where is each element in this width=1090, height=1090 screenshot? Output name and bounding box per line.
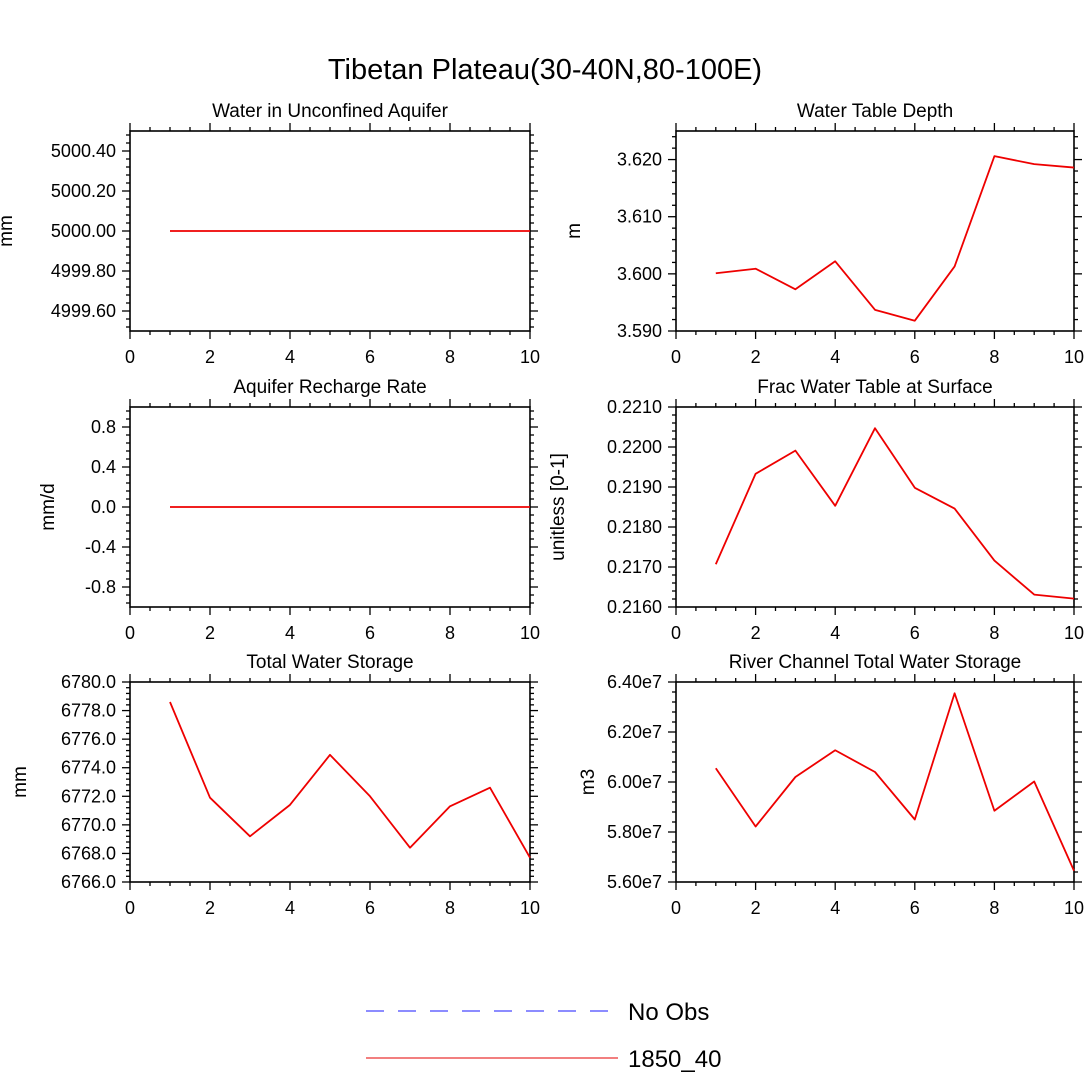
y-tick-label: 6.20e7 (607, 722, 662, 742)
x-tick-label: 10 (1064, 347, 1084, 367)
y-tick-label: 6770.0 (61, 815, 116, 835)
panel-title: Water in Unconfined Aquifer (212, 101, 449, 122)
x-tick-label: 10 (520, 623, 540, 643)
x-tick-label: 4 (830, 347, 840, 367)
y-tick-label: 6772.0 (61, 786, 116, 806)
x-tick-label: 8 (445, 347, 455, 367)
y-tick-label: 4999.60 (51, 301, 116, 321)
panels: Water in Unconfined Aquifer mm 0 2 4 6 8 10 4999… (0, 101, 1084, 918)
x-tick-label: 8 (445, 623, 455, 643)
x-tick-label: 2 (751, 623, 761, 643)
x-tick-label: 0 (671, 347, 681, 367)
y-axis-label: mm (0, 215, 17, 247)
y-tick-label: 6780.0 (61, 672, 116, 692)
y-tick-label: 3.610 (617, 207, 662, 227)
x-tick-label: 6 (910, 623, 920, 643)
y-tick-label: 0.2170 (607, 557, 662, 577)
panel-title: Frac Water Table at Surface (757, 377, 993, 398)
y-tick-label: 6774.0 (61, 758, 116, 778)
x-tick-label: 6 (365, 623, 375, 643)
y-tick-label: 6778.0 (61, 701, 116, 721)
x-tick-label: 6 (365, 898, 375, 918)
y-axis-label: m (564, 223, 585, 239)
plot-frame (129, 681, 531, 883)
y-tick-label: 0.2210 (607, 397, 662, 417)
panel-title: Aquifer Recharge Rate (233, 377, 426, 398)
y-tick-label: 4999.80 (51, 261, 116, 281)
x-tick-label: 10 (1064, 623, 1084, 643)
y-tick-label: 0.2160 (607, 597, 662, 617)
panel-2: Water Table Depth m 0 2 4 6 8 10 3.590 3.600 3.610… (564, 101, 1084, 367)
series-line-1850_40 (714, 427, 1075, 600)
x-tick-label: 6 (910, 347, 920, 367)
legend-label: 1850_40 (628, 1046, 721, 1073)
x-tick-label: 8 (989, 898, 999, 918)
panel-title: Water Table Depth (797, 101, 953, 122)
y-tick-label: 5000.00 (51, 221, 116, 241)
x-tick-label: 0 (671, 898, 681, 918)
y-axis-label: m3 (578, 769, 599, 795)
y-tick-label: 0.8 (91, 417, 116, 437)
y-tick-label: -0.4 (85, 537, 116, 557)
y-tick-label: -0.8 (85, 577, 116, 597)
x-tick-label: 0 (125, 898, 135, 918)
panel-1: Water in Unconfined Aquifer mm 0 2 4 6 8 10 4999… (0, 101, 540, 367)
x-tick-label: 2 (205, 898, 215, 918)
panel-5: Total Water Storage mm 0 2 4 6 8 10 6766.0 6768.0… (10, 652, 540, 918)
panel-4: Frac Water Table at Surface unitless [0-1… (548, 377, 1084, 643)
x-tick-label: 8 (989, 623, 999, 643)
y-tick-label: 6766.0 (61, 872, 116, 892)
x-tick-label: 4 (830, 898, 840, 918)
y-axis-label: unitless [0-1] (548, 453, 569, 561)
y-tick-label: 6.00e7 (607, 772, 662, 792)
x-tick-label: 8 (989, 347, 999, 367)
legend-label: No Obs (628, 999, 709, 1026)
x-tick-label: 8 (445, 898, 455, 918)
panel-3: Aquifer Recharge Rate mm/d 0 2 4 6 8 10 -0.8 -0.4… (38, 377, 540, 643)
x-tick-label: 0 (671, 623, 681, 643)
x-tick-label: 4 (830, 623, 840, 643)
y-tick-label: 0.2180 (607, 517, 662, 537)
legend: No Obs 1850_40 (366, 999, 721, 1073)
figure-title: Tibetan Plateau(30-40N,80-100E) (328, 54, 762, 86)
x-tick-label: 0 (125, 623, 135, 643)
x-tick-label: 4 (285, 347, 295, 367)
y-tick-label: 0.2190 (607, 477, 662, 497)
x-tick-label: 10 (1064, 898, 1084, 918)
y-axis-label: mm/d (38, 483, 59, 531)
y-tick-label: 5000.40 (51, 141, 116, 161)
y-tick-label: 6768.0 (61, 843, 116, 863)
panel-title: River Channel Total Water Storage (729, 652, 1022, 673)
y-axis-label: mm (10, 766, 31, 798)
plot-frame (675, 681, 1075, 883)
x-tick-label: 4 (285, 623, 295, 643)
x-tick-label: 6 (365, 347, 375, 367)
x-tick-label: 10 (520, 898, 540, 918)
panel-title: Total Water Storage (246, 652, 413, 673)
series-line-1850_40 (715, 692, 1075, 872)
y-tick-label: 5.60e7 (607, 872, 662, 892)
x-tick-label: 2 (205, 347, 215, 367)
y-tick-label: 5000.20 (51, 181, 116, 201)
series-line-1850_40 (169, 701, 531, 859)
x-tick-label: 6 (910, 898, 920, 918)
y-tick-label: 3.620 (617, 150, 662, 170)
x-tick-label: 10 (520, 347, 540, 367)
y-tick-label: 0.2200 (607, 437, 662, 457)
series-line-1850_40 (715, 155, 1075, 322)
y-tick-label: 0.4 (91, 457, 116, 477)
y-tick-label: 6.40e7 (607, 672, 662, 692)
x-tick-label: 2 (751, 347, 761, 367)
x-tick-label: 2 (205, 623, 215, 643)
y-tick-label: 0.0 (91, 497, 116, 517)
x-tick-label: 4 (285, 898, 295, 918)
x-tick-label: 2 (751, 898, 761, 918)
y-tick-label: 6776.0 (61, 729, 116, 749)
panel-6: River Channel Total Water Storage m3 0 2 4 6 8… (578, 652, 1084, 918)
y-tick-label: 3.590 (617, 321, 662, 341)
y-tick-label: 3.600 (617, 264, 662, 284)
x-tick-label: 0 (125, 347, 135, 367)
y-tick-label: 5.80e7 (607, 822, 662, 842)
